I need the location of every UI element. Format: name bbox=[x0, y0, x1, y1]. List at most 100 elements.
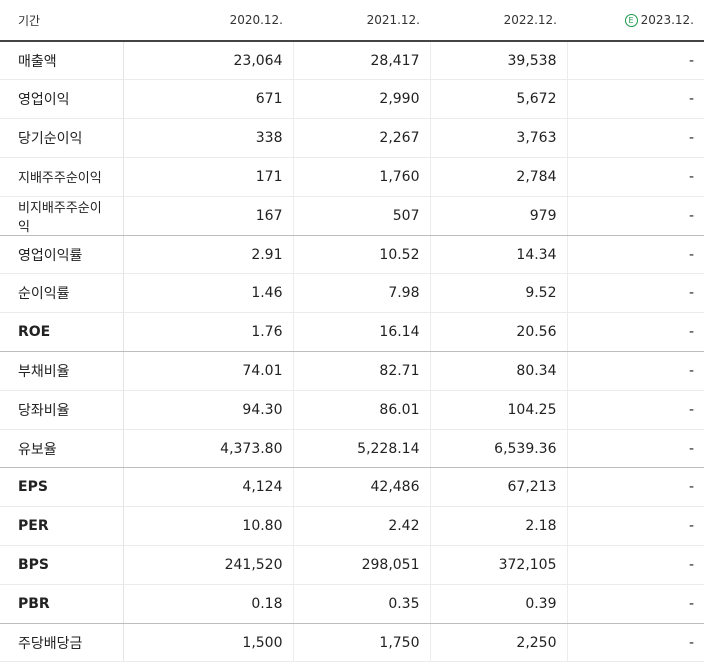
header-period-2023-estimate: E 2023.12. bbox=[567, 0, 704, 42]
table-row: 매출액 23,064 28,417 39,538- bbox=[0, 41, 704, 81]
header-period-2020: 2020.12. bbox=[123, 0, 293, 42]
row-value-2023: - bbox=[567, 118, 704, 158]
row-value-2020: 10.80 bbox=[123, 506, 294, 547]
row-value-2023: - bbox=[567, 506, 704, 547]
row-value-2023: - bbox=[567, 545, 704, 585]
row-value-2022: 979 bbox=[430, 196, 568, 236]
row-value-2022: 80.34 bbox=[430, 351, 568, 391]
row-value-2022: 20.56 bbox=[430, 312, 568, 353]
row-label: 주당배당금 bbox=[0, 623, 124, 662]
row-label: 부채비율 bbox=[0, 351, 124, 391]
row-value-2023: - bbox=[567, 351, 704, 391]
row-value-2023: - bbox=[567, 467, 704, 508]
row-value-2021: 7.98 bbox=[293, 273, 431, 314]
table-row: ROE 1.76 16.14 20.56- bbox=[0, 312, 704, 353]
table-header: 기간 2020.12. 2021.12. 2022.12. E 2023.12. bbox=[0, 0, 704, 42]
row-label: ROE bbox=[0, 312, 124, 353]
row-value-2022: 2,250 bbox=[430, 623, 568, 662]
table-row: EPS 4,124 42,486 67,213- bbox=[0, 467, 704, 508]
row-value-2021: 82.71 bbox=[293, 351, 431, 391]
row-value-2020: 171 bbox=[123, 157, 294, 197]
row-value-2022: 6,539.36 bbox=[430, 429, 568, 469]
row-label: 당기순이익 bbox=[0, 118, 124, 158]
row-label: 지배주주순이익 bbox=[0, 157, 124, 197]
row-value-2023: - bbox=[567, 390, 704, 430]
row-value-2021: 298,051 bbox=[293, 545, 431, 585]
row-value-2021: 0.35 bbox=[293, 584, 431, 624]
table-row: 영업이익률 2.91 10.52 14.34- bbox=[0, 235, 704, 275]
table-row: 유보율 4,373.80 5,228.14 6,539.36- bbox=[0, 429, 704, 469]
row-value-2020: 74.01 bbox=[123, 351, 294, 391]
row-value-2020: 241,520 bbox=[123, 545, 294, 585]
row-value-2020: 338 bbox=[123, 118, 294, 158]
row-value-2023: - bbox=[567, 157, 704, 197]
row-value-2020: 1.46 bbox=[123, 273, 294, 314]
header-period-2023-label: 2023.12. bbox=[640, 13, 694, 27]
row-value-2021: 5,228.14 bbox=[293, 429, 431, 469]
row-value-2020: 4,124 bbox=[123, 467, 294, 508]
row-value-2020: 1.76 bbox=[123, 312, 294, 353]
row-value-2022: 67,213 bbox=[430, 467, 568, 508]
row-value-2021: 1,750 bbox=[293, 623, 431, 662]
row-value-2020: 23,064 bbox=[123, 41, 294, 81]
row-label: 매출액 bbox=[0, 41, 124, 81]
row-value-2021: 28,417 bbox=[293, 41, 431, 81]
row-label: 당좌비율 bbox=[0, 390, 124, 430]
row-label: 순이익률 bbox=[0, 273, 124, 314]
row-value-2021: 10.52 bbox=[293, 235, 431, 275]
row-value-2021: 86.01 bbox=[293, 390, 431, 430]
row-value-2021: 507 bbox=[293, 196, 431, 236]
row-value-2020: 167 bbox=[123, 196, 294, 236]
row-value-2020: 4,373.80 bbox=[123, 429, 294, 469]
header-period-2022: 2022.12. bbox=[430, 0, 567, 42]
row-value-2020: 1,500 bbox=[123, 623, 294, 662]
table-row: 비지배주주순이익 167 507 979- bbox=[0, 196, 704, 236]
row-value-2022: 2.18 bbox=[430, 506, 568, 547]
row-label: PER bbox=[0, 506, 124, 547]
row-value-2022: 2,784 bbox=[430, 157, 568, 197]
table-row: BPS 241,520 298,051 372,105- bbox=[0, 545, 704, 585]
row-value-2020: 0.18 bbox=[123, 584, 294, 624]
row-label: 유보율 bbox=[0, 429, 124, 469]
row-value-2023: - bbox=[567, 79, 704, 120]
row-value-2022: 3,763 bbox=[430, 118, 568, 158]
row-label: PBR bbox=[0, 584, 124, 624]
row-value-2023: - bbox=[567, 41, 704, 81]
estimate-icon: E bbox=[624, 14, 638, 27]
row-value-2020: 94.30 bbox=[123, 390, 294, 430]
row-value-2023: - bbox=[567, 429, 704, 469]
row-value-2023: - bbox=[567, 235, 704, 275]
table-body: 매출액 23,064 28,417 39,538- 영업이익 671 2,990 5,672-… bbox=[0, 41, 704, 662]
row-value-2022: 14.34 bbox=[430, 235, 568, 275]
row-value-2021: 2,990 bbox=[293, 79, 431, 120]
table-row: PER 10.80 2.42 2.18- bbox=[0, 506, 704, 547]
row-value-2021: 1,760 bbox=[293, 157, 431, 197]
row-label: 영업이익 bbox=[0, 79, 124, 120]
row-value-2021: 2,267 bbox=[293, 118, 431, 158]
table-row: 지배주주순이익 171 1,760 2,784- bbox=[0, 157, 704, 197]
table-row: 주당배당금 1,500 1,750 2,250- bbox=[0, 623, 704, 662]
header-row: 기간 2020.12. 2021.12. 2022.12. E 2023.12. bbox=[0, 0, 704, 42]
row-value-2023: - bbox=[567, 273, 704, 314]
row-value-2023: - bbox=[567, 584, 704, 624]
table-row: 당기순이익 338 2,267 3,763- bbox=[0, 118, 704, 158]
row-value-2022: 372,105 bbox=[430, 545, 568, 585]
row-label: BPS bbox=[0, 545, 124, 585]
table-row: PBR 0.18 0.35 0.39- bbox=[0, 584, 704, 624]
row-value-2021: 42,486 bbox=[293, 467, 431, 508]
table-row: 순이익률 1.46 7.98 9.52- bbox=[0, 273, 704, 314]
row-value-2023: - bbox=[567, 623, 704, 662]
row-value-2022: 9.52 bbox=[430, 273, 568, 314]
header-period-2021: 2021.12. bbox=[293, 0, 430, 42]
row-value-2020: 2.91 bbox=[123, 235, 294, 275]
row-value-2022: 5,672 bbox=[430, 79, 568, 120]
table-row: 부채비율 74.01 82.71 80.34- bbox=[0, 351, 704, 391]
row-value-2023: - bbox=[567, 312, 704, 353]
table-row: 영업이익 671 2,990 5,672- bbox=[0, 79, 704, 120]
row-label: 영업이익률 bbox=[0, 235, 124, 275]
row-value-2020: 671 bbox=[123, 79, 294, 120]
row-value-2022: 104.25 bbox=[430, 390, 568, 430]
row-value-2022: 39,538 bbox=[430, 41, 568, 81]
header-period-label: 기간 bbox=[0, 0, 123, 42]
